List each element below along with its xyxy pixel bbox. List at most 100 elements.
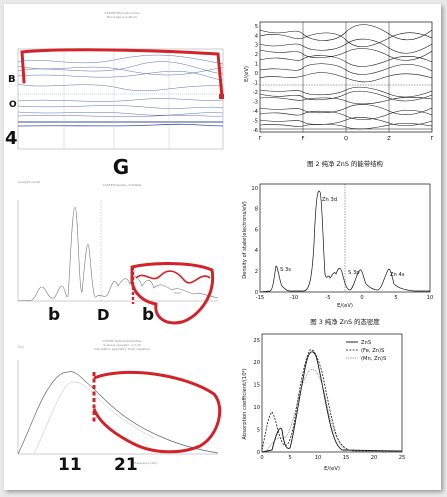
fig2-band-structure: 5 4 3 2 1 0 -1 -2 -3 -4 -5 -6 E/(eV) Γ F Q Z Γ 图 2 纯净 Z… xyxy=(244,21,434,168)
fig2-xtick-label: Γ xyxy=(431,136,434,142)
fig3-density-of-states: 10 8 6 4 2 0 Density of state(electrons/eV) -… xyxy=(242,183,434,326)
fig3-xticks: -15 -10 -5 0 5 10 xyxy=(256,295,434,301)
fig4-xlabel: E/(eV) xyxy=(324,466,340,472)
fig4-xtick-label: 15 xyxy=(343,455,350,461)
fig3-xtick-label: -10 xyxy=(290,295,298,301)
left-dos-curve xyxy=(17,206,219,302)
fig3-peak-s3s: S 3s xyxy=(280,267,291,273)
fig4-frame xyxy=(261,333,403,453)
left-band-vlines xyxy=(63,49,170,149)
fig2-ytick-label: -3 xyxy=(253,99,258,105)
fig4-legend-zns: ZnS xyxy=(361,340,371,346)
fig3-ytick-label: 6 xyxy=(255,227,258,233)
handwritten-opt-21: 21 xyxy=(114,455,138,475)
fig2-xtick-label: F xyxy=(302,136,305,142)
fig2-ytick-label: -5 xyxy=(253,118,258,124)
fig2-ytick-label: 1 xyxy=(255,62,258,68)
handwritten-side-b: B xyxy=(8,74,16,85)
fig3-peak-s3p: S 3p xyxy=(348,270,360,276)
red-loop-dos xyxy=(130,262,215,325)
left-opt-curve-2 xyxy=(33,381,155,455)
fig2-ytick-label: 5 xyxy=(255,24,258,30)
fig3-peak-zn4s: Zn 4s xyxy=(390,272,405,278)
fig4-xtick-label: 5 xyxy=(288,455,291,461)
handwritten-opt-11: 11 xyxy=(58,455,82,475)
left-dos-header: Analysis result xyxy=(18,180,41,184)
fig2-caption: 图 2 纯净 ZnS 的能带结构 xyxy=(307,159,383,168)
fig3-ylabel: Density of state(electrons/eV) xyxy=(242,201,248,279)
fig3-xlabel: E/(eV) xyxy=(337,303,353,309)
fig2-xtick-label: Z xyxy=(387,136,391,142)
fig3-dos-curve xyxy=(259,190,430,293)
fig4-legend: ZnS (Fe, Zn)S (Mn, Zn)S xyxy=(346,340,386,362)
left-opt-curve xyxy=(17,371,219,455)
fig4-xtick-label: 0 xyxy=(260,455,263,461)
handwritten-dos-b1: b xyxy=(48,305,60,325)
fig4-ytick-label: 0 xyxy=(257,450,260,456)
fig2-xtick-label: Q xyxy=(344,136,348,142)
fig4-xtick-label: 25 xyxy=(399,455,406,461)
fig2-ytick-label: -1 xyxy=(253,81,258,87)
fig3-ytick-label: 0 xyxy=(255,290,258,296)
fig2-xtick-label: Γ xyxy=(259,136,262,142)
left-opt-xlabel: Frequency (eV) xyxy=(134,461,157,465)
red-dos-scribble xyxy=(135,270,211,284)
fig3-caption: 图 3 纯净 ZnS 的态密度 xyxy=(310,317,380,326)
fig3-ytick-label: 2 xyxy=(255,269,258,275)
handwritten-label-g: G xyxy=(113,155,129,179)
fig2-ytick-label: 4 xyxy=(255,33,259,39)
fig3-ytick-label: 8 xyxy=(255,207,258,213)
page: CASTEP Band Structure Band gap is 2.28 e… xyxy=(4,4,441,490)
fig4-curve-zns xyxy=(261,351,403,453)
left-opt-header: F(x) xyxy=(18,345,24,349)
left-band-structure-panel: CASTEP Band Structure Band gap is 2.28 e… xyxy=(5,11,224,179)
red-bracket-top xyxy=(20,48,224,99)
fig2-yticks: 5 4 3 2 1 0 -1 -2 -3 -4 -5 -6 xyxy=(253,24,259,134)
fig3-peak-zn3d: Zn 3d xyxy=(322,197,337,203)
fig4-ylabel: Absorption coefficient/(10⁴) xyxy=(242,368,248,439)
fig2-ytick-label: -6 xyxy=(253,128,258,134)
left-dos-title: CASTEP Density of States xyxy=(103,183,142,187)
fig2-symmetry-lines xyxy=(302,22,390,132)
fig4-ytick-label: 10 xyxy=(253,405,260,411)
fig3-ytick-label: 10 xyxy=(251,186,258,192)
red-loop-opt xyxy=(92,370,222,454)
fig2-ytick-label: 2 xyxy=(255,52,258,58)
fig4-ytick-label: 5 xyxy=(257,427,260,433)
handwritten-side-o: O xyxy=(9,100,17,110)
left-band-title: CASTEP Band Structure xyxy=(104,11,139,15)
fig3-xtick-label: 10 xyxy=(427,295,434,301)
fig4-xtick-label: 10 xyxy=(315,455,322,461)
fig4-ytick-label: 15 xyxy=(253,383,260,389)
fig4-legend-mnzns: (Mn, Zn)S xyxy=(361,356,386,362)
left-dos-panel: Analysis result CASTEP Density of States… xyxy=(17,180,219,325)
fig3-xtick-label: -15 xyxy=(256,295,264,301)
fig3-xtick-label: 5 xyxy=(394,295,397,301)
handwritten-side-4: 4 xyxy=(5,128,18,149)
left-opt-line2: Calculation geometry: Polycrystalline xyxy=(94,347,150,351)
fig2-ytick-label: 0 xyxy=(255,71,258,77)
handwritten-dos-d: D xyxy=(97,306,109,324)
fig4-xtick-label: 20 xyxy=(371,455,378,461)
left-optical-panel: F(x) CASTEP Optical Properties Scissors … xyxy=(17,339,222,475)
left-band-subtitle: Band gap is 2.28 eV xyxy=(107,15,138,19)
fig2-ytick-label: 3 xyxy=(255,43,258,49)
fig4-legend-fezns: (Fe, Zn)S xyxy=(361,348,384,354)
fig4-ytick-label: 20 xyxy=(253,360,260,366)
fig3-yticks: 10 8 6 4 2 0 xyxy=(251,186,258,296)
fig2-ylabel: E/(eV) xyxy=(244,66,250,82)
page-canvas: CASTEP Band Structure Band gap is 2.28 e… xyxy=(5,11,434,475)
red-mark-dot xyxy=(219,94,224,99)
left-band-frame xyxy=(17,48,224,150)
handwritten-dos-b2: b xyxy=(142,305,154,325)
fig4-yticks: 25 20 15 10 5 0 xyxy=(253,338,260,456)
fig3-ytick-label: 4 xyxy=(255,248,259,254)
fig2-ytick-label: -4 xyxy=(253,109,259,115)
fig3-xtick-label: 0 xyxy=(360,295,363,301)
left-opt-line1: Scissors operator: 1.2 eV xyxy=(103,343,141,347)
fig2-ytick-label: -2 xyxy=(253,90,258,96)
fig4-xticks: 0 5 10 15 20 25 xyxy=(260,455,405,461)
fig4-curve-mnzns xyxy=(265,368,403,452)
